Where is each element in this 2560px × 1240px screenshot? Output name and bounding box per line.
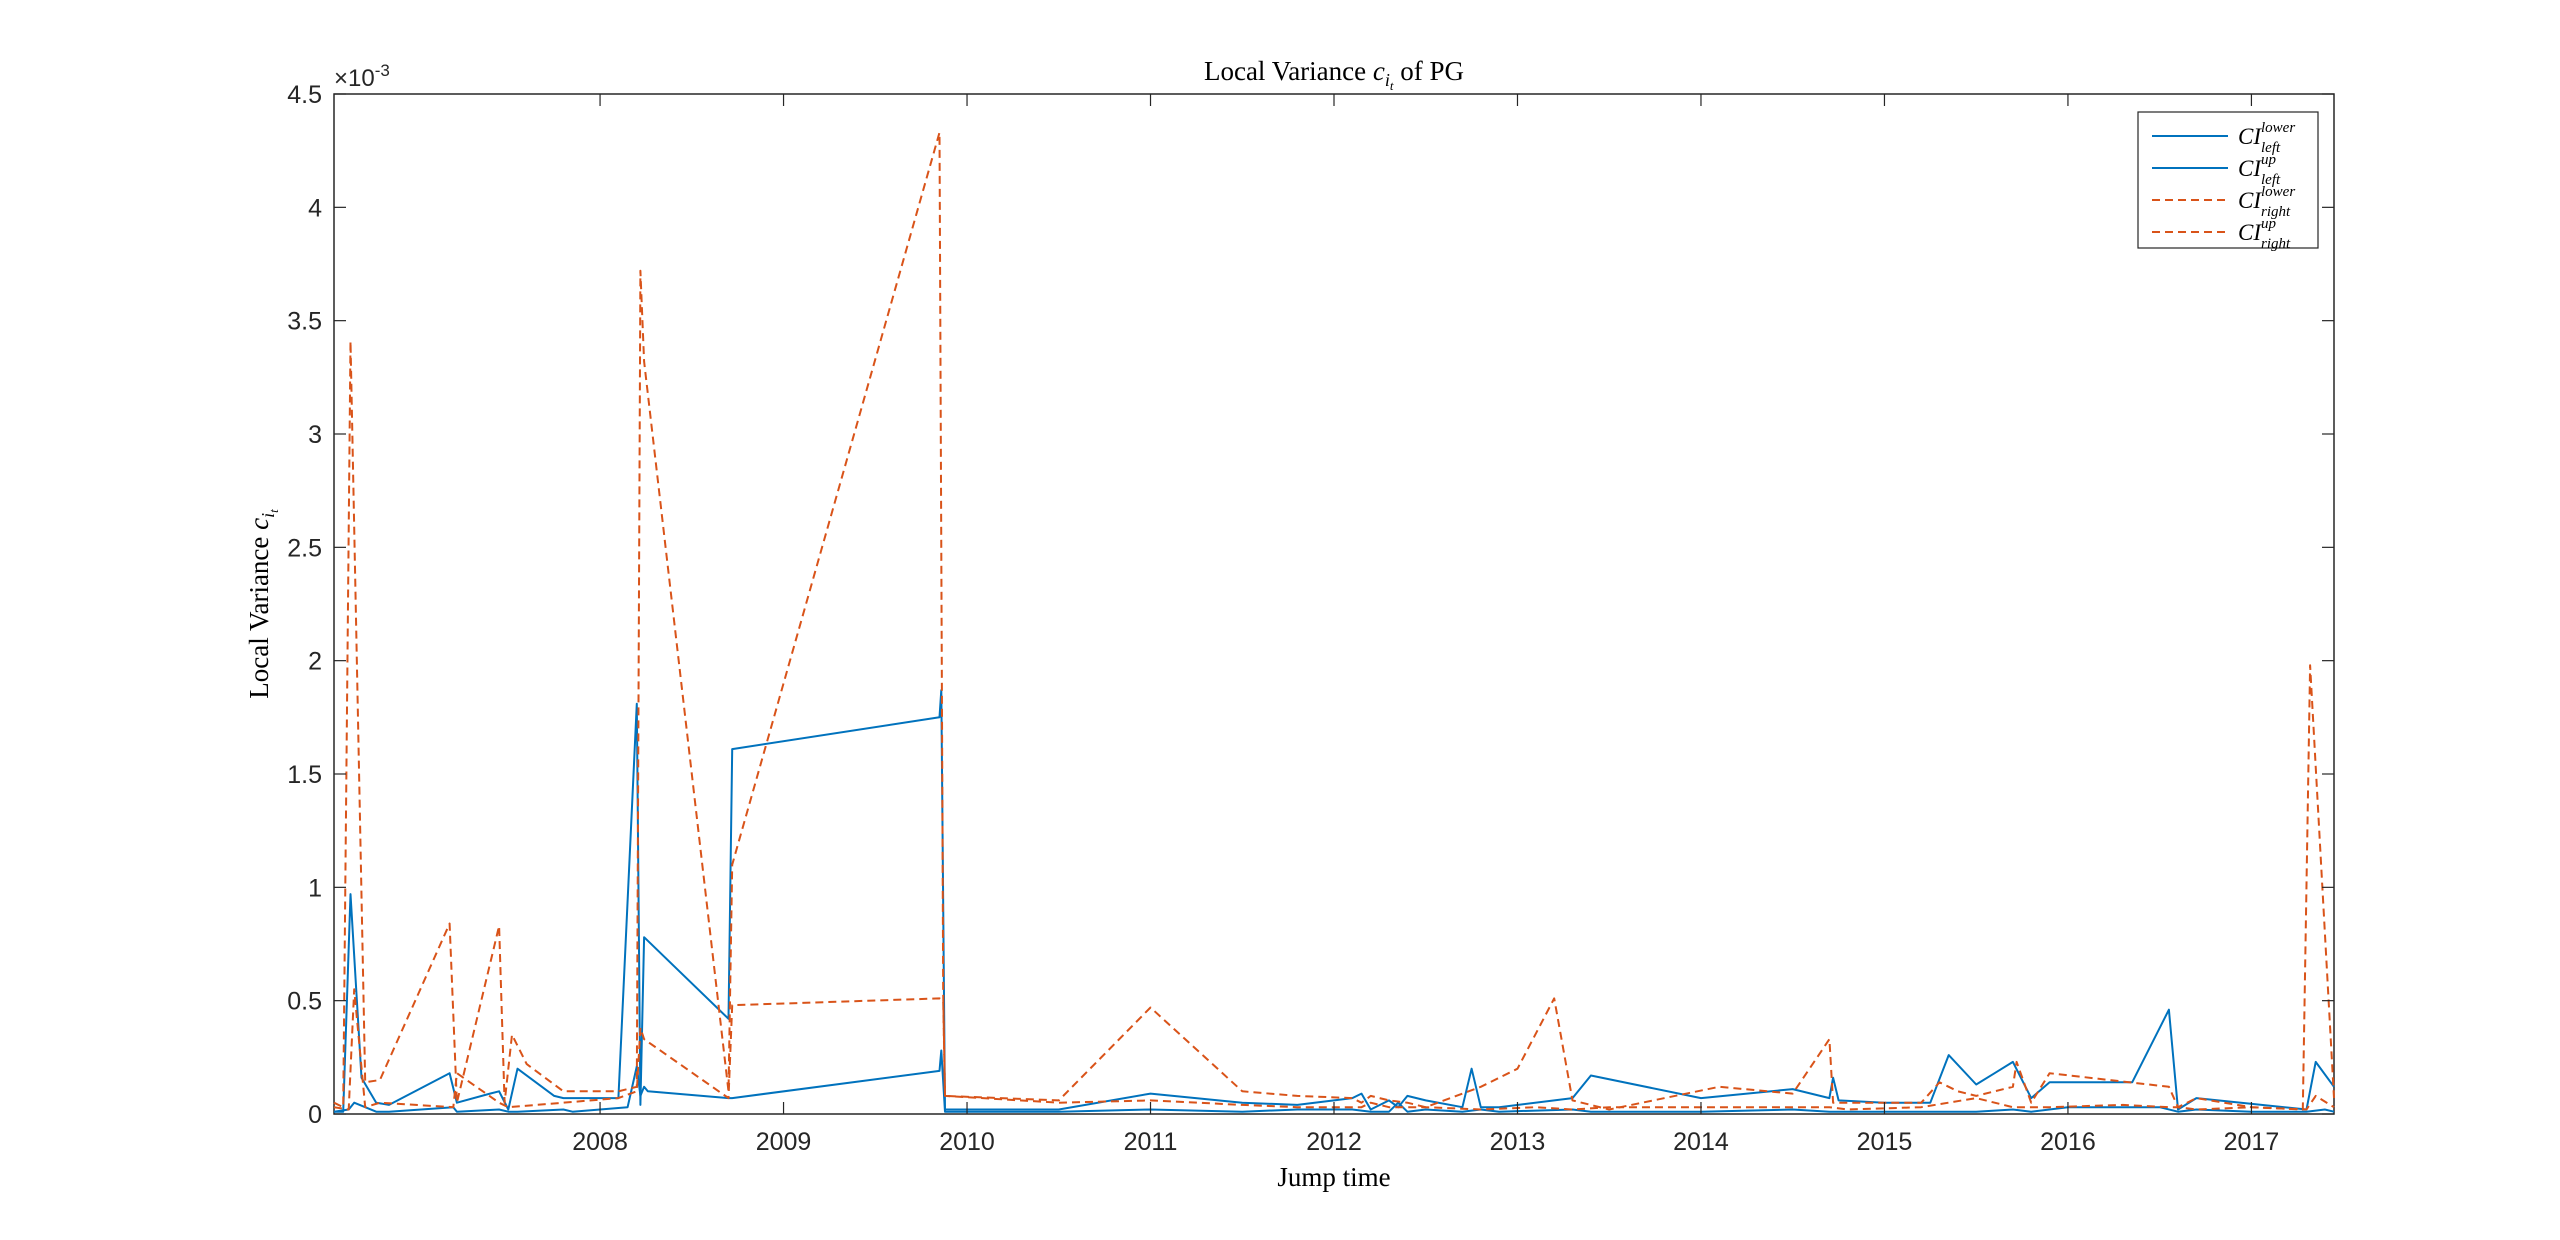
y-axis-label-sub: i <box>258 513 278 518</box>
legend-entry-label: CIup left <box>2238 152 2281 188</box>
y-axis-ticks: 0 0.5 1 1.5 2 2.5 3 3.5 4 4.5 <box>287 81 2334 1129</box>
legend-box <box>2137 111 2319 249</box>
y-tick-label: 1 <box>308 874 322 902</box>
legend-entry-superscript: up <box>2261 216 2277 232</box>
legend-entry-label: CIlower right <box>2238 184 2295 220</box>
y-tick-label: 4.5 <box>287 81 322 109</box>
chart-title-subsub: t <box>1390 78 1394 93</box>
legend-entry-label: CIlower left <box>2238 120 2295 156</box>
y-axis-label-prefix: Local Variance <box>244 530 274 699</box>
chart-title: Local Variance cit of PG <box>1204 56 1464 93</box>
x-tick-label: 2014 <box>1673 1128 1729 1156</box>
y-tick-label: 4 <box>308 194 322 222</box>
y-tick-label: 0 <box>308 1101 322 1129</box>
x-tick-label: 2015 <box>1857 1128 1913 1156</box>
x-axis-ticks: 2008 2009 2010 2011 2012 2013 2014 2015 2016 2017 <box>572 94 2279 1156</box>
series-line-4 <box>333 131 2335 1111</box>
x-tick-label: 2013 <box>1490 1128 1546 1156</box>
plot-area <box>333 93 2335 1115</box>
y-tick-label: 0.5 <box>287 988 322 1016</box>
x-tick-label: 2012 <box>1306 1128 1362 1156</box>
y-tick-label: 3 <box>308 421 322 449</box>
x-tick-label: 2017 <box>2224 1128 2280 1156</box>
legend-entry-base: CI <box>2238 124 2262 149</box>
legend-entry-subscript: right <box>2261 236 2291 252</box>
x-tick-label: 2011 <box>1124 1128 1178 1156</box>
y-tick-label: 3.5 <box>287 308 322 336</box>
legend-entry-subscript: left <box>2261 172 2281 188</box>
chart-title-prefix: Local Variance <box>1204 56 1373 86</box>
chart-title-symbol: c <box>1373 56 1385 86</box>
legend-entry-base: CI <box>2238 188 2262 213</box>
y-tick-label: 2.5 <box>287 534 322 562</box>
legend-entry-subscript: left <box>2261 140 2281 156</box>
legend-entry-superscript: lower <box>2261 184 2295 200</box>
x-tick-label: 2009 <box>756 1128 812 1156</box>
legend-entry-base: CI <box>2238 156 2262 181</box>
legend-entry-superscript: lower <box>2261 120 2295 136</box>
y-exponent-base: ×10 <box>334 65 375 92</box>
legend-entry-label: CIup right <box>2238 216 2291 252</box>
series-line-3 <box>333 988 2335 1111</box>
x-tick-label: 2008 <box>572 1128 628 1156</box>
x-tick-label: 2016 <box>2040 1128 2096 1156</box>
x-axis-label: Jump time <box>1277 1162 1390 1192</box>
series-layer <box>333 131 2335 1113</box>
chart-title-sub: i <box>1385 70 1390 90</box>
x-tick-label: 2010 <box>939 1128 995 1156</box>
y-axis-label-subsub: t <box>266 509 281 513</box>
legend-entry-base: CI <box>2238 220 2262 245</box>
y-tick-label: 2 <box>308 648 322 676</box>
y-exponent-power: -3 <box>375 61 390 80</box>
legend-entry-subscript: right <box>2261 204 2291 220</box>
series-line-1 <box>333 1049 2335 1113</box>
y-exponent-label: ×10-3 <box>334 61 390 92</box>
y-axis-label: Local Variance cit <box>244 509 281 699</box>
y-tick-label: 1.5 <box>287 761 322 789</box>
legend-entry-superscript: up <box>2261 152 2277 168</box>
y-axis-label-symbol: c <box>244 518 274 530</box>
chart-title-suffix: of PG <box>1394 56 1465 86</box>
